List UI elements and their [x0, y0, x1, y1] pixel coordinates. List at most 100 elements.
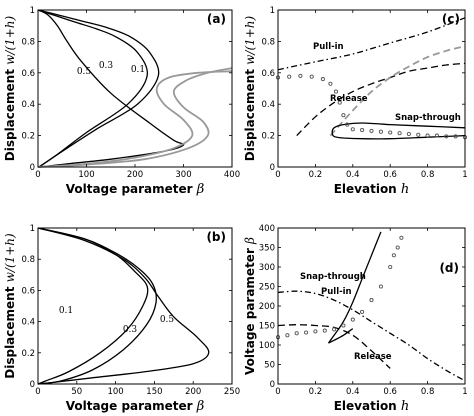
- point-d-4-8: [350, 317, 355, 322]
- series-c-4: [275, 73, 468, 140]
- series-d-2: [277, 290, 466, 382]
- y-tick-label-c-5: 1: [270, 6, 275, 16]
- y-tick-label-d-6: 300: [259, 263, 275, 273]
- y-tick-label-a-0: 0: [30, 163, 35, 173]
- panel-a: 0 100 200 300 400 0 0.2 0.4 0.6 0.8 1 (a) Voltage pa…: [3, 6, 240, 197]
- plot-frame-a: [37, 9, 233, 168]
- point-d-4-4: [313, 329, 318, 334]
- x-tick-label-c-0: 0: [275, 170, 280, 180]
- point-c-4-13: [378, 129, 383, 134]
- series-b-2: [37, 227, 210, 385]
- point-c-4-21: [453, 134, 458, 139]
- x-axis-symbol-b: β: [196, 399, 205, 414]
- point-c-4-12: [369, 128, 374, 133]
- series-a-3: [37, 70, 233, 168]
- point-c-4-7: [337, 100, 342, 105]
- point-d-4-5: [322, 328, 327, 333]
- series-d-1: [328, 328, 354, 344]
- annotation-c-2: Snap-through: [395, 113, 461, 123]
- point-d-4-10: [369, 298, 374, 303]
- y-axis-title-b: Displacement: [3, 282, 17, 378]
- series-c-3: [331, 122, 466, 140]
- series-d-0: [327, 231, 382, 344]
- point-d-4-2: [294, 331, 299, 336]
- x-tick-label-d-0: 0: [275, 387, 280, 397]
- panel-c: 0 0.2 0.4 0.6 0.8 1 0 0.2 0.4 0.6 0.8 1 (c) Elevation…: [243, 6, 468, 197]
- y-tick-label-d-1: 50: [264, 361, 275, 371]
- panel-d: 0 0.2 0.4 0.6 0.8 1 0 50 100 150 200 250 300 350 400 (d…: [243, 224, 468, 414]
- point-c-4-2: [298, 73, 303, 78]
- point-d-4-12: [388, 264, 393, 270]
- y-tick-label-a-2: 0.4: [21, 100, 35, 110]
- y-tick-label-c-0: 0: [270, 163, 275, 173]
- y-axis-symbol-b: w/(1+h): [3, 233, 17, 282]
- x-axis-symbol-a: β: [196, 182, 205, 197]
- point-d-4-6: [332, 327, 337, 332]
- point-c-4-15: [397, 131, 402, 136]
- annotation-a-2: 0.1: [131, 65, 145, 75]
- y-axis-label-a: Displacement w/(1+h): [3, 15, 17, 161]
- x-tick-label-c-4: 0.8: [421, 170, 435, 180]
- y-tick-label-d-2: 100: [259, 341, 275, 351]
- point-d-4-13: [391, 253, 396, 258]
- y-axis-title-c: Displacement: [243, 65, 257, 161]
- y-tick-label-c-2: 0.4: [261, 100, 275, 110]
- point-c-4-20: [444, 134, 449, 139]
- point-d-4-1: [285, 333, 290, 338]
- series-b-1: [37, 227, 157, 385]
- series-c-1: [296, 62, 466, 137]
- x-axis-title-c: Elevation: [334, 182, 401, 196]
- point-c-4-14: [388, 130, 393, 135]
- point-d-4-14: [395, 245, 400, 250]
- x-tick-label-d-4: 0.8: [421, 387, 435, 397]
- point-c-4-6: [333, 89, 339, 94]
- y-axis-title-d: Voltage parameter: [243, 244, 257, 375]
- x-axis-label-c: Elevation h: [334, 182, 410, 197]
- series-d-4: [275, 235, 404, 340]
- panel-label-a: (a): [207, 12, 226, 26]
- annotation-d-0: Snap-through: [300, 272, 366, 282]
- y-tick-label-d-7: 350: [259, 244, 275, 254]
- point-c-4-8: [341, 113, 346, 118]
- x-tick-label-b-4: 200: [185, 387, 201, 397]
- x-axis-title-b: Voltage parameter: [66, 399, 197, 413]
- point-c-4-18: [425, 133, 430, 138]
- annotation-b-1: 0.3: [123, 325, 138, 335]
- y-tick-label-a-4: 0.8: [21, 37, 35, 47]
- series-a-0: [37, 9, 149, 168]
- y-axis-symbol-c: w/(1+h): [243, 15, 257, 64]
- y-tick-label-a-1: 0.2: [21, 132, 35, 142]
- y-tick-label-c-1: 0.2: [261, 132, 275, 142]
- series-c-0: [277, 17, 466, 71]
- y-tick-label-b-5: 1: [30, 224, 35, 234]
- y-axis-label-c: Displacement w/(1+h): [243, 15, 257, 161]
- x-tick-label-a-1: 100: [78, 170, 94, 180]
- plot-frame-b: [37, 227, 233, 385]
- point-c-4-3: [309, 74, 314, 79]
- x-tick-label-b-5: 250: [224, 387, 240, 397]
- x-tick-label-a-3: 300: [175, 170, 191, 180]
- y-tick-label-d-0: 0: [270, 380, 275, 390]
- x-tick-label-b-3: 150: [146, 387, 162, 397]
- panel-b: 0 50 100 150 200 250 0 0.2 0.4 0.6 0.8 1 (b) Voltage …: [3, 224, 240, 414]
- y-axis-symbol-d: β: [243, 237, 257, 245]
- point-c-4-9: [345, 122, 350, 127]
- x-tick-label-b-1: 50: [71, 387, 82, 397]
- point-c-4-17: [416, 132, 421, 137]
- y-axis-title-a: Displacement: [3, 65, 17, 161]
- panel-label-d: (d): [439, 261, 459, 275]
- x-axis-title-d: Elevation: [334, 399, 401, 413]
- annotation-a-0: 0.5: [77, 67, 92, 77]
- x-tick-label-d-3: 0.6: [383, 387, 397, 397]
- annotation-c-0: Pull-in: [313, 42, 344, 52]
- y-tick-label-b-3: 0.6: [21, 286, 35, 296]
- point-c-4-11: [360, 128, 365, 133]
- point-d-4-7: [341, 323, 346, 328]
- x-axis-label-d: Elevation h: [334, 399, 410, 414]
- point-c-4-4: [320, 77, 325, 82]
- x-tick-label-c-2: 0.4: [346, 170, 360, 180]
- annotation-b-0: 0.1: [59, 306, 73, 316]
- y-tick-label-c-3: 0.6: [261, 69, 275, 79]
- y-tick-label-b-2: 0.4: [21, 318, 35, 328]
